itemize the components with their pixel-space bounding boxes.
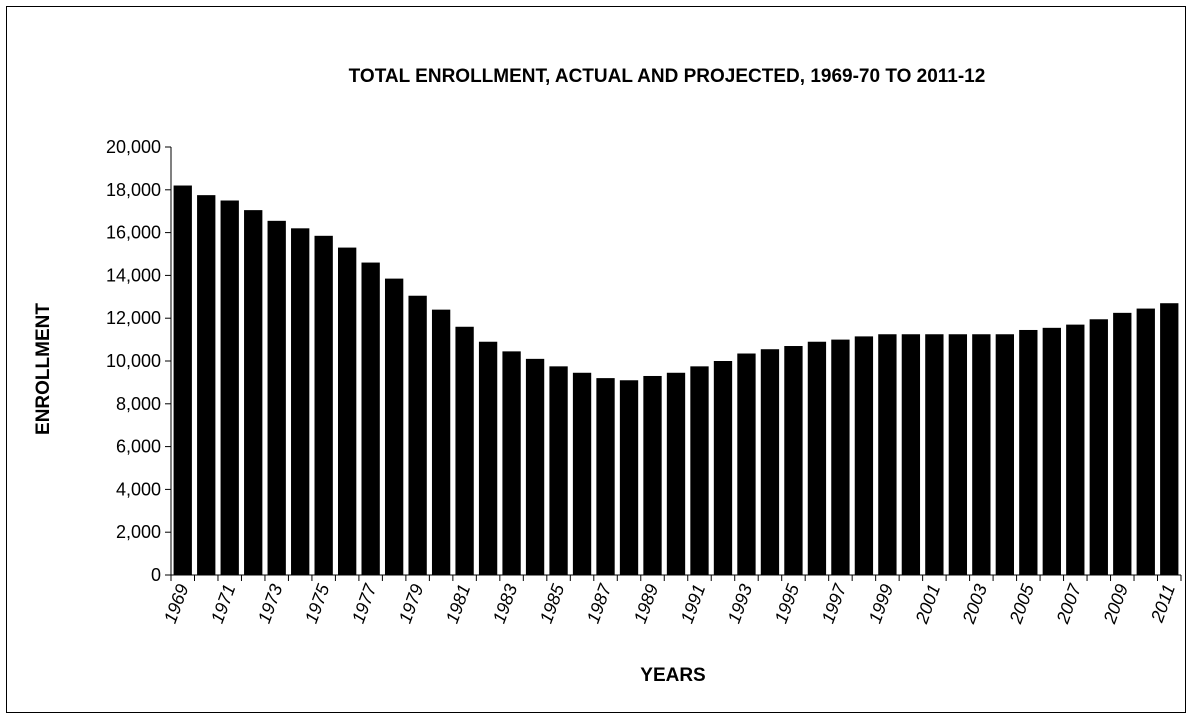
bar-1975 [314,235,333,575]
bar-1985 [549,366,568,575]
y-axis-ticks: 0 2,000 4,000 6,000 8,000 10,000 12,000 14,000 1… [106,137,171,585]
bar-2002 [948,334,968,575]
bar-1988 [619,380,639,575]
bar-1997 [831,339,850,575]
bar-1977 [361,262,380,575]
bar-1978 [384,278,404,575]
x-tick-label: 1991 [677,582,709,626]
bar-1989 [643,375,662,575]
y-tick-label: 18,000 [106,180,161,200]
bar-2011 [1160,303,1179,575]
x-tick-label: 2005 [1005,581,1038,627]
bar-2005 [1019,329,1038,575]
x-tick-label: 2007 [1052,581,1085,627]
x-tick-label: 1987 [583,581,616,626]
x-tick-label: 2001 [911,582,944,627]
x-axis-ticks: 1969 1971 1973 1975 1977 1979 1981 1983 1985 1987… [160,575,1182,627]
bar-1986 [572,372,592,575]
y-tick-label: 14,000 [106,265,161,285]
bar-1991 [690,366,709,575]
bar-1992 [713,361,733,575]
x-tick-label: 1985 [536,581,569,626]
bar-1969 [173,185,192,575]
bar-2006 [1042,327,1061,575]
bar-1993 [737,353,756,575]
x-tick-label: 1999 [865,582,897,626]
bar-2008 [1089,319,1108,575]
x-tick-label: 1981 [442,582,474,626]
bar-2004 [995,334,1014,575]
bar-1973 [267,220,286,575]
x-tick-label: 1969 [160,582,192,626]
y-tick-label: 2,000 [116,522,161,542]
bar-1995 [784,346,803,575]
bar-1998 [854,336,874,575]
bar-1979 [408,295,427,575]
x-tick-label: 1979 [395,582,427,626]
chart-frame: TOTAL ENROLLMENT, ACTUAL AND PROJECTED, … [6,6,1186,713]
x-tick-label: 1989 [630,582,662,626]
bar-1984 [525,358,545,575]
bar-2001 [925,334,944,575]
x-tick-label: 1973 [254,582,286,626]
y-tick-label: 0 [151,565,161,585]
bar-1996 [807,341,827,575]
x-tick-label: 1971 [207,582,239,626]
bar-1999 [878,334,897,575]
x-tick-label: 2009 [1099,582,1132,627]
bar-1970 [197,195,216,575]
bar-chart: TOTAL ENROLLMENT, ACTUAL AND PROJECTED, … [33,66,1182,686]
bar-1987 [596,378,615,575]
bar-1983 [502,351,521,575]
y-tick-label: 12,000 [106,308,161,328]
bar-1990 [666,372,686,575]
y-axis-title: ENROLLMENT [33,303,54,435]
x-tick-label: 1983 [489,582,521,626]
bar-1982 [478,341,498,575]
bar-1994 [760,349,780,575]
bar-2009 [1113,312,1132,575]
bar-1976 [338,247,357,575]
x-tick-label: 1997 [818,581,851,626]
y-tick-label: 8,000 [116,394,161,414]
bar-1971 [220,200,239,575]
x-tick-label: 1993 [724,582,756,626]
y-tick-label: 16,000 [106,223,161,243]
y-tick-label: 6,000 [116,437,161,457]
x-tick-label: 2003 [958,582,991,627]
chart-title: TOTAL ENROLLMENT, ACTUAL AND PROJECTED, … [349,66,986,87]
x-tick-label: 1995 [771,581,804,626]
y-tick-label: 10,000 [106,351,161,371]
bar-1980 [431,309,451,575]
bar-2010 [1136,308,1155,575]
x-axis-title: YEARS [640,665,705,686]
y-tick-label: 4,000 [116,479,161,499]
bars [173,185,1179,575]
bar-2000 [901,334,921,575]
bar-1974 [291,228,310,575]
bar-1972 [244,210,263,575]
x-tick-label: 1975 [301,581,334,626]
bar-2003 [972,334,991,575]
y-tick-label: 20,000 [106,137,161,157]
bar-2007 [1066,324,1085,575]
x-tick-label: 2011 [1147,582,1179,626]
bar-1981 [455,326,474,575]
x-tick-label: 1977 [348,581,381,626]
